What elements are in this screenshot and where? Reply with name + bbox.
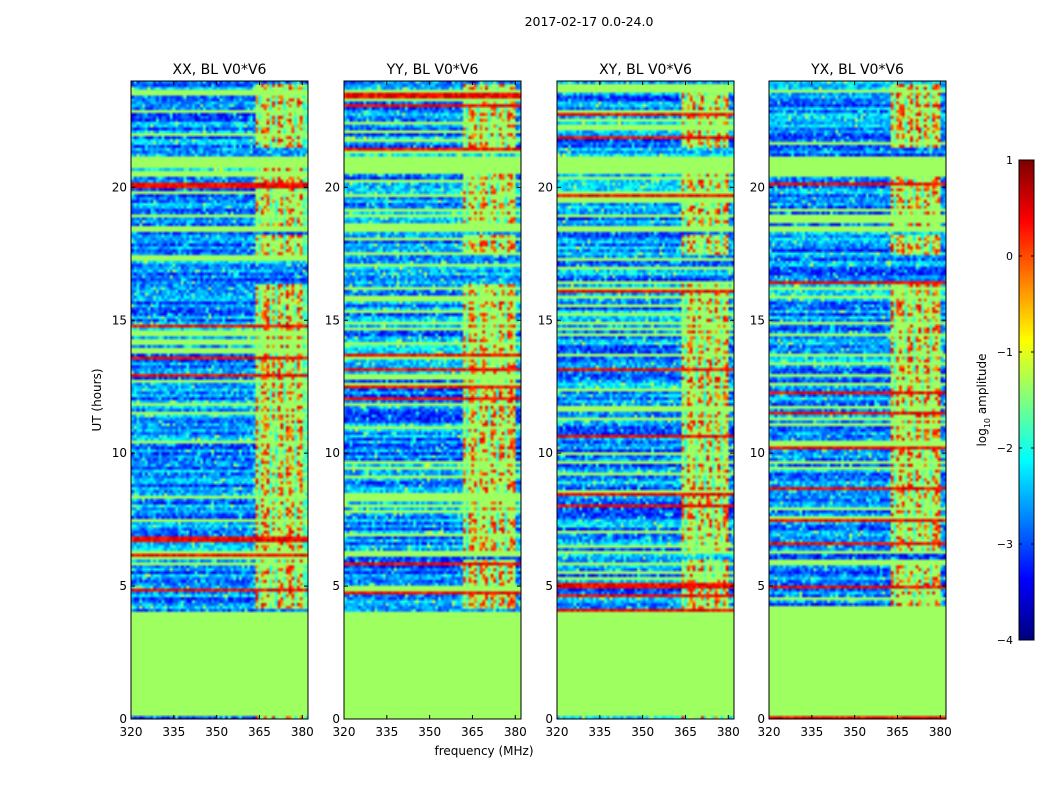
x-tick-label: 380 <box>504 725 527 739</box>
panel-heatmap-0 <box>131 81 308 719</box>
colorbar-label-log: log <box>975 428 989 446</box>
y-tick-label: 10 <box>112 446 127 460</box>
x-tick-label: 380 <box>929 725 952 739</box>
y-tick-label: 0 <box>545 712 553 726</box>
colorbar-tick-label: 1 <box>1006 154 1013 167</box>
y-tick-label: 5 <box>332 579 340 593</box>
panel-title-3: YX, BL V0*V6 <box>810 62 904 78</box>
y-tick-label: 20 <box>112 180 127 194</box>
x-tick-label: 350 <box>843 725 866 739</box>
panel-frame-0 <box>130 80 309 720</box>
y-tick-label: 5 <box>757 579 765 593</box>
y-tick-label: 10 <box>750 446 765 460</box>
x-tick-label: 380 <box>291 725 314 739</box>
y-tick-label: 20 <box>325 180 340 194</box>
x-tick-label: 335 <box>162 725 185 739</box>
y-tick-label: 15 <box>112 313 127 327</box>
panel-heatmap-2 <box>557 81 734 719</box>
colorbar-label: log10 amplitude <box>975 354 992 447</box>
x-tick-label: 320 <box>333 725 356 739</box>
panel-heatmap-1 <box>344 81 521 719</box>
y-axis-label: UT (hours) <box>90 368 104 431</box>
y-tick-label: 10 <box>538 446 553 460</box>
colorbar-tick-label: −2 <box>997 442 1013 455</box>
panel-title-1: YY, BL V0*V6 <box>386 62 479 78</box>
y-tick-label: 15 <box>750 313 765 327</box>
colorbar-label-subscript: 10 <box>983 418 992 428</box>
x-tick-label: 365 <box>248 725 271 739</box>
panel-frame-3 <box>768 80 947 720</box>
colorbar-tick-label: 0 <box>1006 250 1013 263</box>
colorbar-frame <box>1018 159 1035 641</box>
x-tick-label: 335 <box>588 725 611 739</box>
panel-0: XX, BL V0*V6 320 335 350 365 380 0 5 10 15 20 <box>112 62 314 739</box>
colorbar-label-amplitude: amplitude <box>975 354 989 418</box>
x-tick-label: 320 <box>758 725 781 739</box>
x-tick-label: 365 <box>461 725 484 739</box>
y-tick-label: 20 <box>750 180 765 194</box>
x-tick-label: 365 <box>886 725 909 739</box>
x-tick-label: 350 <box>205 725 228 739</box>
panel-frame-2 <box>556 80 735 720</box>
y-tick-label: 0 <box>332 712 340 726</box>
colorbar-tick-label: −1 <box>997 346 1013 359</box>
y-tick-label: 10 <box>325 446 340 460</box>
y-tick-label: 5 <box>119 579 127 593</box>
panel-title-0: XX, BL V0*V6 <box>173 62 267 78</box>
panel-title-2: XY, BL V0*V6 <box>599 62 692 78</box>
x-tick-label: 350 <box>631 725 654 739</box>
panel-frame-1 <box>343 80 522 720</box>
x-tick-label: 380 <box>717 725 740 739</box>
x-tick-label: 365 <box>674 725 697 739</box>
panel-heatmap-3 <box>769 81 946 719</box>
colorbar-gradient <box>1019 160 1034 640</box>
panel-1: YY, BL V0*V6 320 335 350 365 380 0 5 10 15 20 <box>325 62 527 739</box>
y-tick-label: 15 <box>538 313 553 327</box>
colorbar-tick-label: −4 <box>997 634 1013 647</box>
x-tick-label: 335 <box>800 725 823 739</box>
y-tick-label: 0 <box>757 712 765 726</box>
y-tick-label: 15 <box>325 313 340 327</box>
figure-title: 2017-02-17 0.0-24.0 <box>525 14 654 29</box>
panel-3: YX, BL V0*V6 320 335 350 365 380 0 5 10 15 20 <box>750 62 952 739</box>
x-tick-label: 335 <box>375 725 398 739</box>
x-axis-label: frequency (MHz) <box>434 744 533 758</box>
x-tick-label: 350 <box>418 725 441 739</box>
panel-2: XY, BL V0*V6 320 335 350 365 380 0 5 10 15 20 <box>538 62 740 739</box>
colorbar-tick-label: −3 <box>997 538 1013 551</box>
y-tick-label: 0 <box>119 712 127 726</box>
y-tick-label: 5 <box>545 579 553 593</box>
y-tick-label: 20 <box>538 180 553 194</box>
x-tick-label: 320 <box>546 725 569 739</box>
x-tick-label: 320 <box>120 725 143 739</box>
